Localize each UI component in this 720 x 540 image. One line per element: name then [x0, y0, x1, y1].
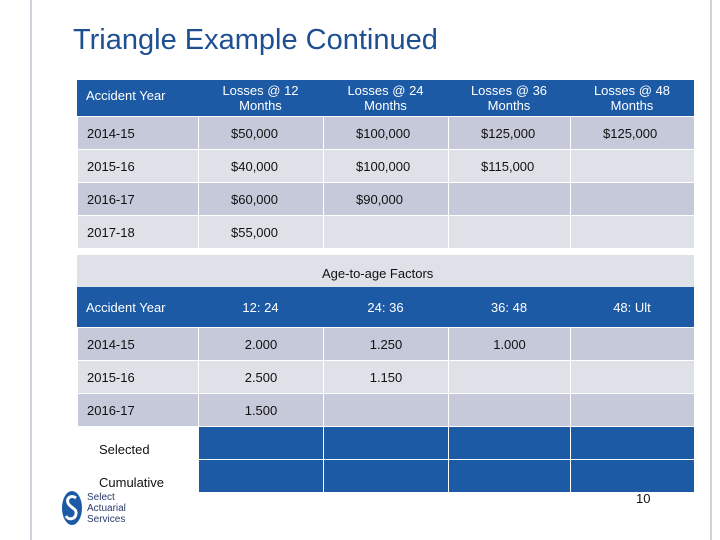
factors-caption: Age-to-age Factors — [322, 266, 434, 281]
table-row: 2016-17 1.500 — [77, 393, 694, 426]
company-logo: Select Actuarial Services — [61, 489, 171, 529]
table-cell — [323, 393, 448, 426]
logo-line-1: Select — [87, 492, 115, 503]
row-label: 2014-15 — [77, 116, 198, 149]
table-row: 2014-15 2.000 1.250 1.000 — [77, 327, 694, 360]
column-header: Accident Year — [77, 80, 198, 116]
table-cell: $40,000 — [198, 149, 323, 182]
cumulative-label: Cumulative — [77, 459, 198, 492]
table-row: 2016-17 $60,000 $90,000 — [77, 182, 694, 215]
table-cell — [448, 393, 570, 426]
selected-row: Selected — [77, 426, 694, 459]
column-header: 36: 48 — [448, 287, 570, 327]
table-cell — [570, 426, 694, 459]
row-label: 2015-16 — [77, 149, 198, 182]
table-cell — [448, 360, 570, 393]
table-cell: $100,000 — [323, 149, 448, 182]
header-row: Accident Year 12: 24 24: 36 36: 48 48: Ult — [77, 287, 694, 327]
row-label: 2016-17 — [77, 393, 198, 426]
table-cell: $50,000 — [198, 116, 323, 149]
table-cell — [570, 182, 694, 215]
table-cell: 1.500 — [198, 393, 323, 426]
row-label: 2015-16 — [77, 360, 198, 393]
table-cell — [448, 426, 570, 459]
table-cell: $115,000 — [448, 149, 570, 182]
header-row: Accident Year Losses @ 12 Months Losses @ … — [77, 80, 694, 116]
table-cell — [570, 360, 694, 393]
table-cell: 1.150 — [323, 360, 448, 393]
column-header: Losses @ 48 Months — [570, 80, 694, 116]
column-header: Losses @ 12 Months — [198, 80, 323, 116]
column-header: Accident Year — [77, 287, 198, 327]
table-cell — [323, 215, 448, 248]
table-cell: 1.000 — [448, 327, 570, 360]
row-label: 2017-18 — [77, 215, 198, 248]
table-cell: $125,000 — [448, 116, 570, 149]
table-cell: $90,000 — [323, 182, 448, 215]
table-cell — [570, 149, 694, 182]
logo-wordmark: Select Actuarial Services — [87, 492, 126, 525]
table-cell: $60,000 — [198, 182, 323, 215]
table-cell: $125,000 — [570, 116, 694, 149]
table-cell — [198, 459, 323, 492]
table-row: 2015-16 2.500 1.150 — [77, 360, 694, 393]
table-cell — [570, 459, 694, 492]
row-label: 2014-15 — [77, 327, 198, 360]
table-row: 2017-18 $55,000 — [77, 215, 694, 248]
table-cell — [570, 215, 694, 248]
table-cell: 1.250 — [323, 327, 448, 360]
column-header: 12: 24 — [198, 287, 323, 327]
table-row: 2015-16 $40,000 $100,000 $115,000 — [77, 149, 694, 182]
logo-s-icon — [62, 491, 82, 525]
table-cell — [448, 215, 570, 248]
row-label: 2016-17 — [77, 182, 198, 215]
table-cell: $55,000 — [198, 215, 323, 248]
column-header: Losses @ 24 Months — [323, 80, 448, 116]
table-cell — [323, 459, 448, 492]
slide-title: Triangle Example Continued — [73, 24, 438, 56]
selected-label: Selected — [77, 426, 198, 459]
table-row: 2014-15 $50,000 $100,000 $125,000 $125,000 — [77, 116, 694, 149]
table-cell: $100,000 — [323, 116, 448, 149]
right-frame-line — [710, 0, 712, 540]
table-cell — [570, 327, 694, 360]
table-cell: 2.000 — [198, 327, 323, 360]
table-cell — [198, 426, 323, 459]
left-frame-line — [30, 0, 32, 540]
column-header: Losses @ 36 Months — [448, 80, 570, 116]
cumulative-row: Cumulative — [77, 459, 694, 492]
table-cell: 2.500 — [198, 360, 323, 393]
column-header: 48: Ult — [570, 287, 694, 327]
page-number: 10 — [636, 491, 651, 506]
logo-line-3: Services — [87, 514, 126, 525]
logo-line-2: Actuarial — [87, 503, 126, 514]
table-cell — [570, 393, 694, 426]
factors-caption-row: Age-to-age Factors — [77, 255, 694, 287]
table-cell — [323, 426, 448, 459]
column-header: 24: 36 — [323, 287, 448, 327]
table-cell — [448, 459, 570, 492]
table-cell — [448, 182, 570, 215]
